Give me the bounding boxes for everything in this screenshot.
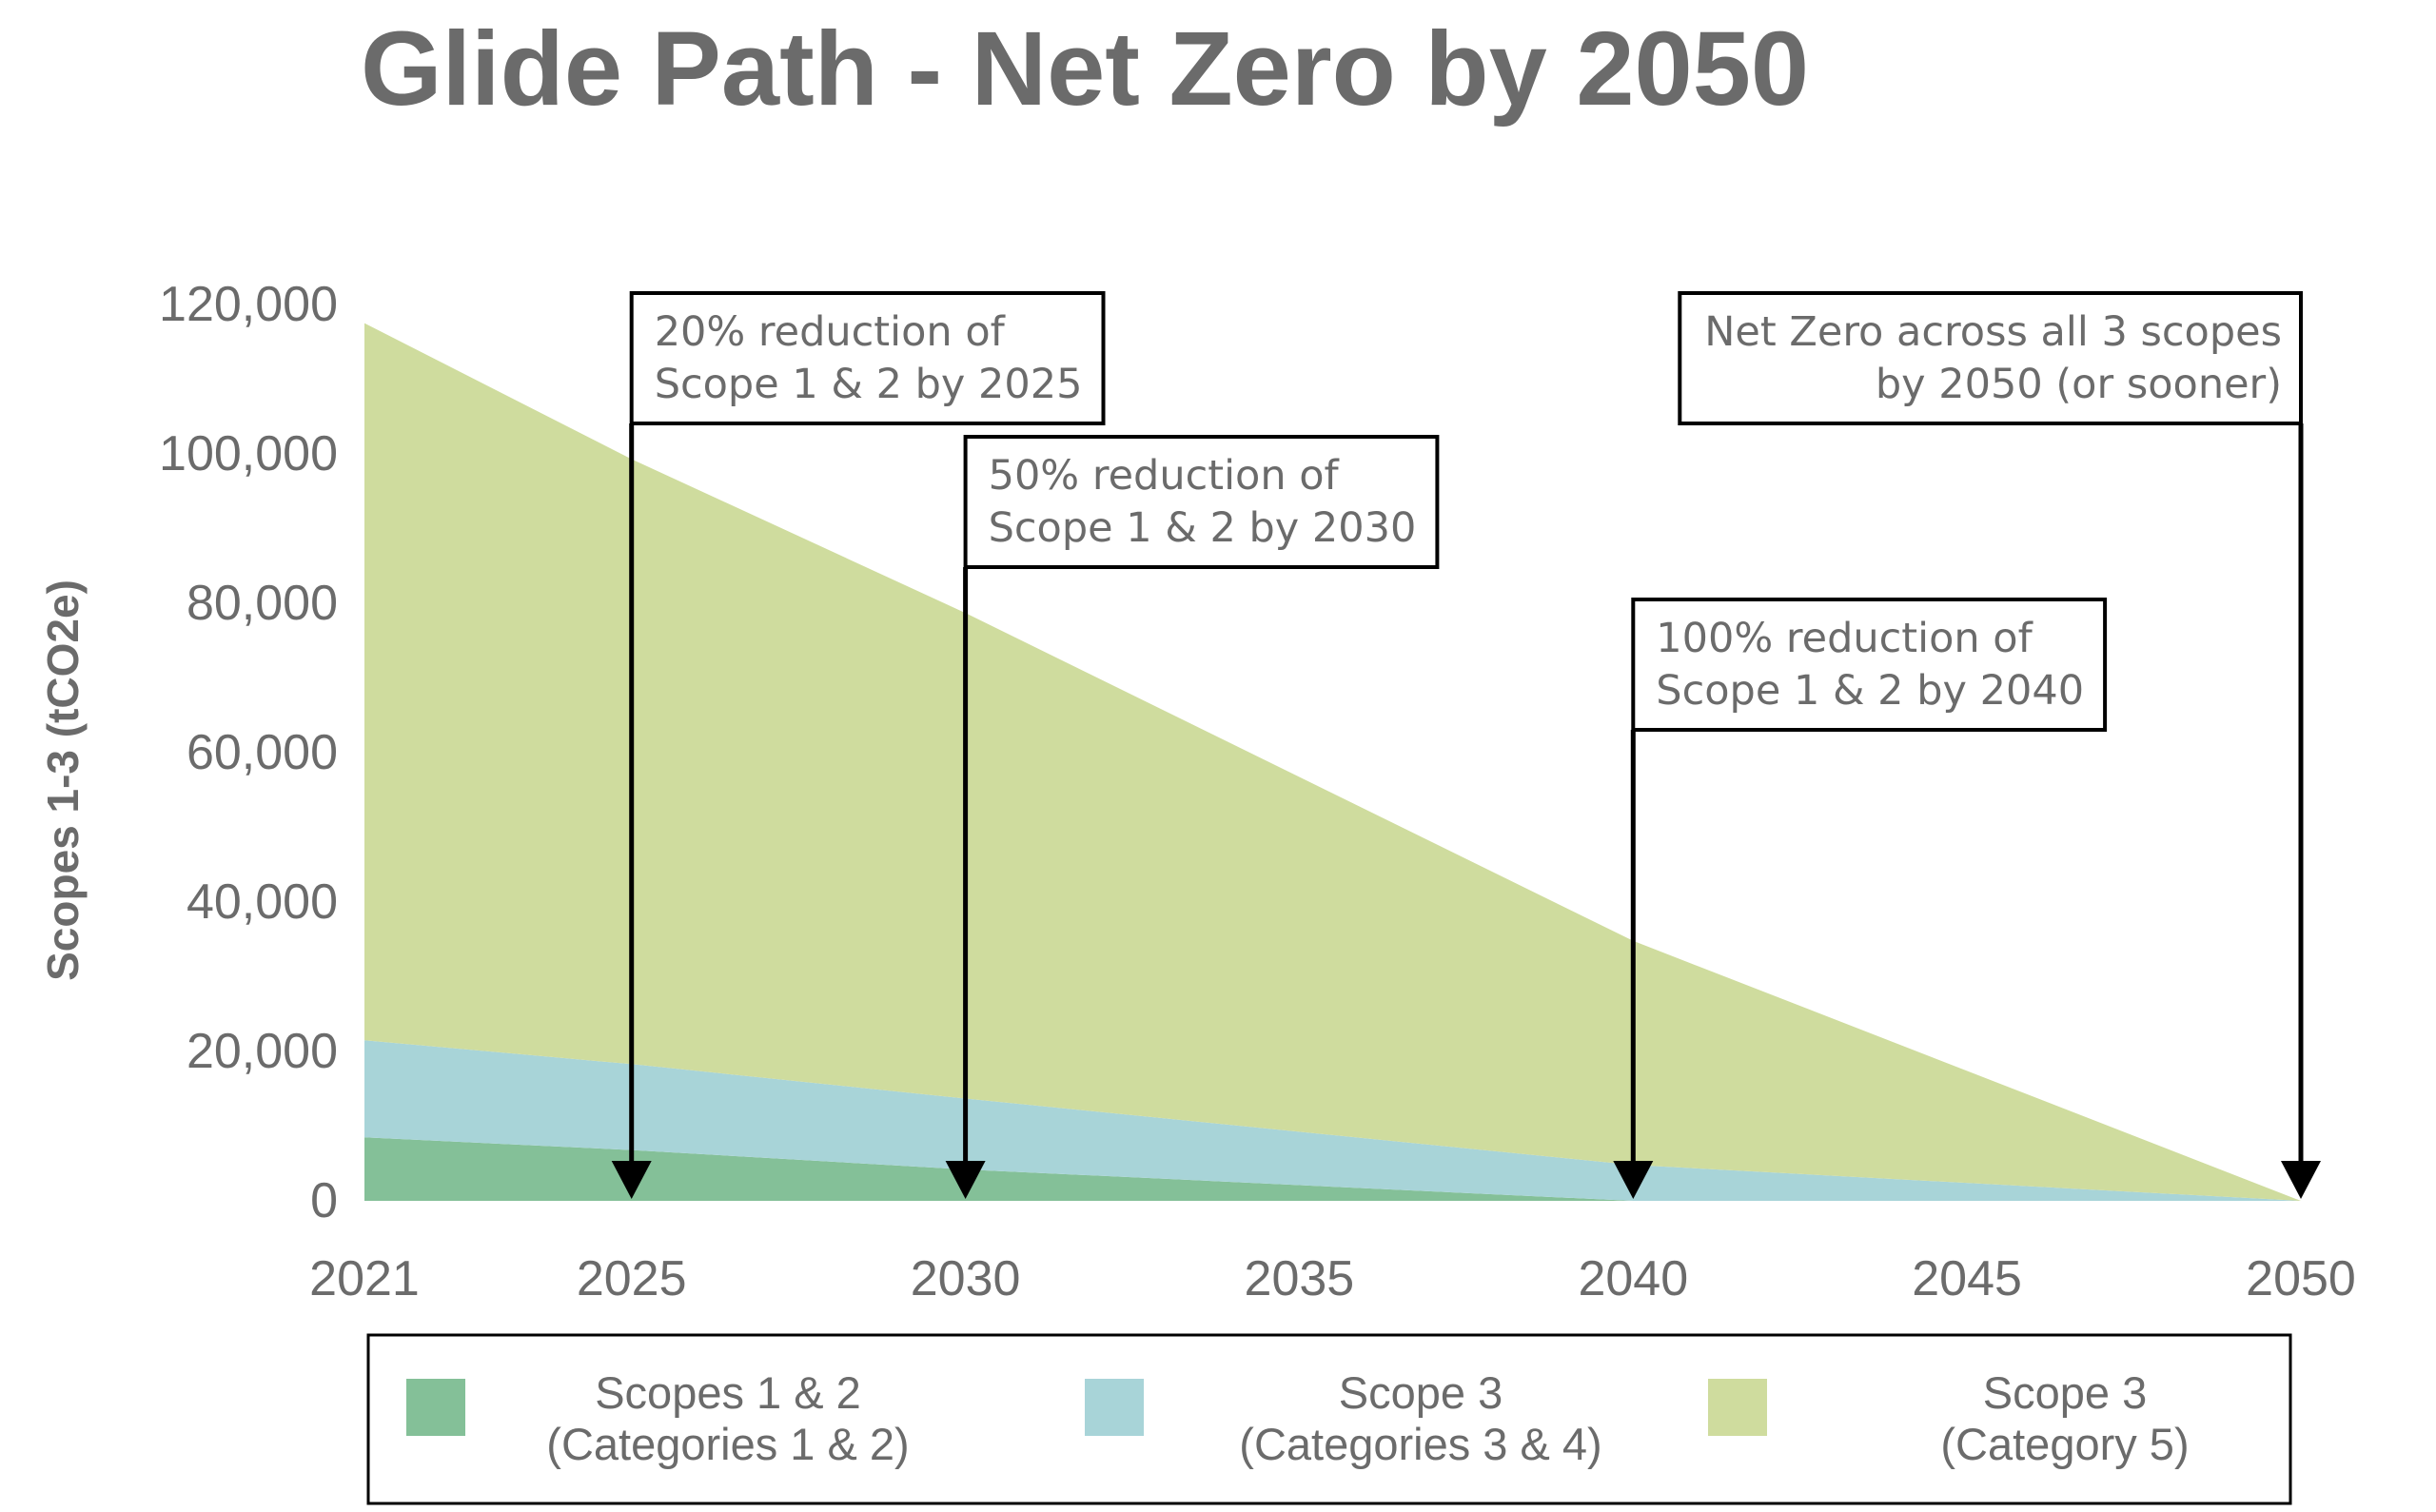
area-series-group: [364, 323, 2301, 1202]
y-tick-label: 60,000: [187, 725, 338, 780]
y-tick-label: 0: [310, 1173, 338, 1228]
legend-label-scope-3-cat-5-line1: Scope 3: [1983, 1367, 2147, 1418]
x-tick-label: 2040: [1578, 1251, 1688, 1306]
annotation-2050: Net Zero across all 3 scopes by 2050 (or …: [1678, 291, 2321, 1199]
legend-swatch-scopes-1-2: [406, 1379, 465, 1436]
legend-label-scope-3-cat-3-4-line2: (Categories 3 & 4): [1239, 1419, 1601, 1469]
annotation-text-line2: by 2050 (or sooner): [1876, 361, 2282, 408]
annotation-2025: 20% reduction of Scope 1 & 2 by 2025: [611, 291, 1106, 1199]
annotations-group: 20% reduction of Scope 1 & 2 by 2025 50% r…: [611, 291, 2321, 1199]
y-tick-label: 40,000: [187, 874, 338, 930]
x-tick-label: 2025: [577, 1251, 687, 1306]
legend-swatch-scope-3-cat-5: [1708, 1379, 1767, 1436]
annotation-box: [1631, 598, 2108, 732]
annotation-2040: 100% reduction of Scope 1 & 2 by 2040: [1613, 598, 2108, 1199]
x-tick-label: 2035: [1245, 1251, 1355, 1306]
y-axis-label: Scopes 1-3 (tCO2e): [38, 579, 88, 981]
y-tick-label: 20,000: [187, 1024, 338, 1079]
annotation-arrow-head: [2281, 1161, 2321, 1199]
annotation-arrow-head: [945, 1161, 986, 1199]
legend-swatch-scope-3-cat-3-4: [1085, 1379, 1144, 1436]
area-scope-3-category-5: [364, 323, 2301, 1202]
legend-label-scope-3-cat-3-4-line1: Scope 3: [1339, 1367, 1503, 1418]
annotation-arrow-head: [611, 1161, 652, 1199]
legend-frame: [366, 1333, 2292, 1505]
y-axis-ticks: 0 20,000 40,000 60,000 80,000 100,000 120,000: [159, 277, 338, 1228]
area-scope-3-categories-3-4: [364, 1040, 2301, 1201]
annotation-text-line1: 100% reduction of: [1656, 615, 2033, 662]
x-tick-label: 2030: [911, 1251, 1021, 1306]
y-tick-label: 80,000: [187, 576, 338, 631]
annotation-text-line1: 20% reduction of: [655, 308, 1006, 356]
annotation-box: [1678, 291, 2304, 425]
x-tick-label: 2045: [1912, 1251, 2022, 1306]
legend-label-scope-3-cat-5-line2: (Category 5): [1940, 1419, 2189, 1469]
legend-label-scopes-1-2-line2: (Categories 1 & 2): [546, 1419, 909, 1469]
annotation-box: [629, 291, 1106, 425]
x-tick-label: 2050: [2246, 1251, 2356, 1306]
legend-label-scopes-1-2-line1: Scopes 1 & 2: [595, 1367, 861, 1418]
y-tick-label: 100,000: [159, 426, 338, 481]
annotation-text-line2: Scope 1 & 2 by 2025: [655, 361, 1083, 408]
y-tick-label: 120,000: [159, 277, 338, 332]
x-axis-ticks: 2021 2025 2030 2035 2040 2045 2050: [309, 1251, 2356, 1306]
annotation-text-line1: 50% reduction of: [989, 452, 1340, 500]
annotation-text-line2: Scope 1 & 2 by 2040: [1656, 667, 2084, 715]
area-scopes-1-2-categories-1-2: [364, 1137, 2301, 1201]
x-tick-label: 2021: [309, 1251, 420, 1306]
annotation-arrow-head: [1613, 1161, 1654, 1199]
legend: Scopes 1 & 2 (Categories 1 & 2) Scope 3 …: [366, 1333, 2292, 1505]
annotation-box: [963, 435, 1440, 569]
annotation-text-line1: Net Zero across all 3 scopes: [1704, 308, 2282, 356]
annotation-text-line2: Scope 1 & 2 by 2030: [989, 504, 1417, 552]
chart-title: Glide Path - Net Zero by 2050: [361, 10, 1809, 128]
